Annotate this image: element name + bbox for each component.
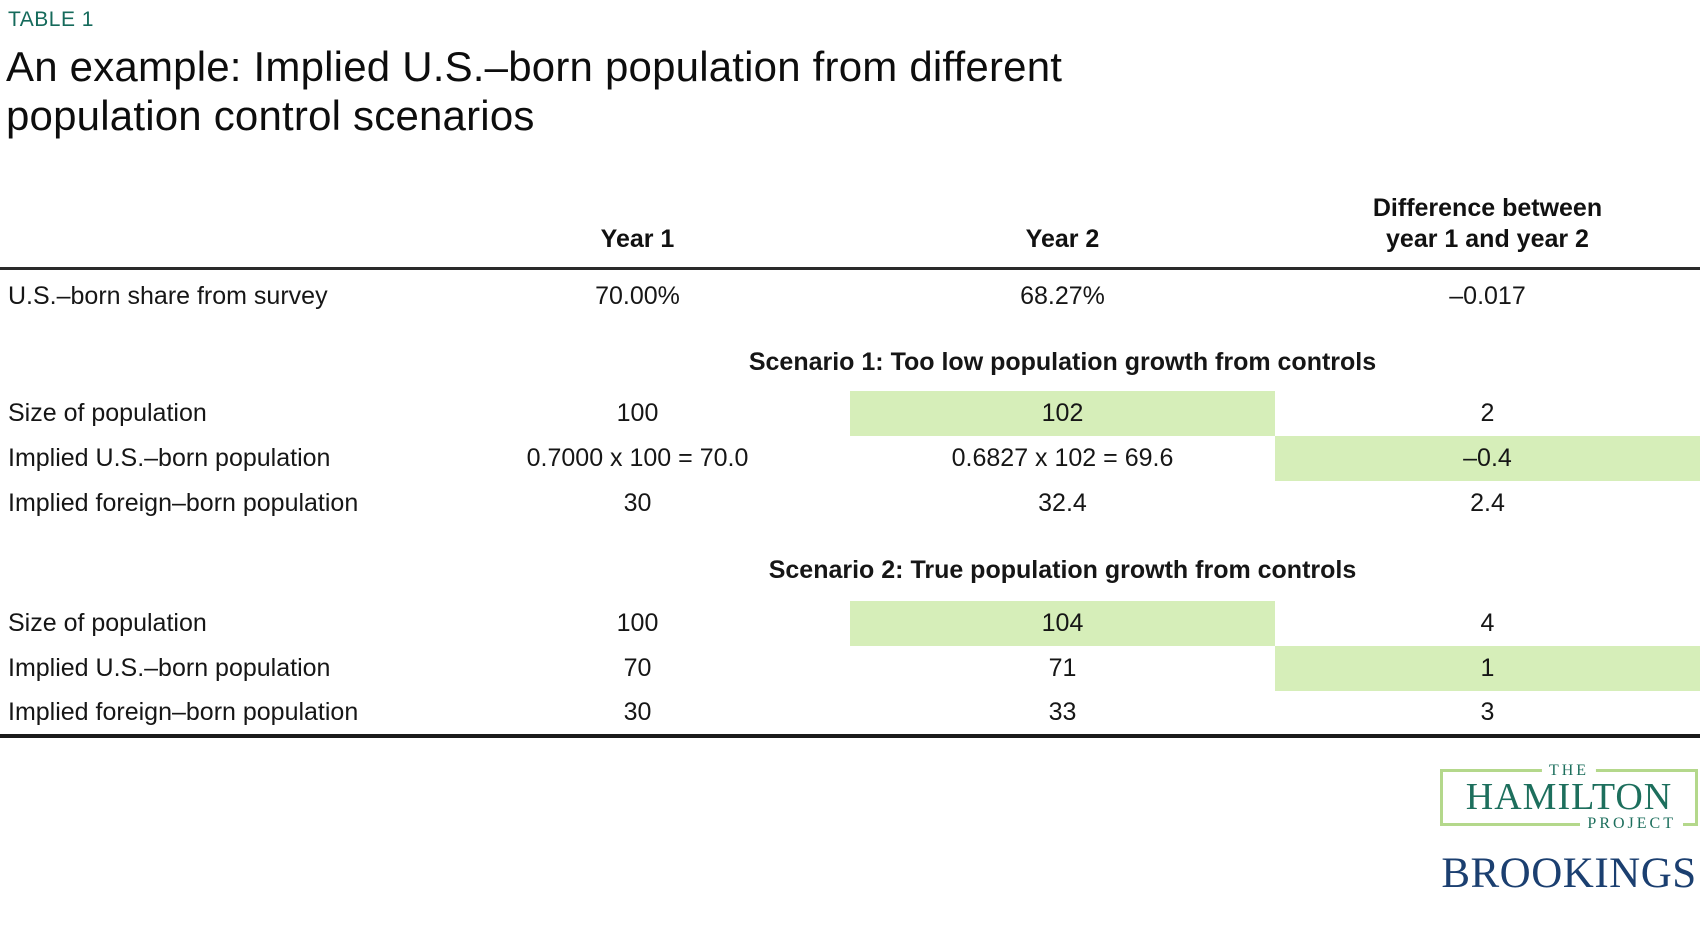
cell-diff: –0.017	[1449, 282, 1526, 311]
header-year2: Year 2	[850, 188, 1275, 270]
row-label: Size of population	[8, 399, 207, 427]
table-row-s1-implied-foreign-born: Implied foreign–born population 30 32.4 …	[0, 481, 1700, 526]
header-empty-cell	[0, 188, 425, 270]
cell-year2: 33	[850, 691, 1275, 738]
scenario1-heading: Scenario 1: Too low population growth fr…	[748, 348, 1377, 376]
page-title-line1: An example: Implied U.S.–born population…	[6, 43, 1063, 90]
row-label: Implied foreign–born population	[8, 489, 359, 517]
row-label: Size of population	[8, 609, 207, 637]
cell-year2-highlighted: 104	[850, 601, 1275, 646]
cell-year1: 70	[623, 654, 652, 682]
table-row-s1-implied-us-born: Implied U.S.–born population 0.7000 x 10…	[0, 436, 1700, 481]
cell-diff: 2.4	[1470, 489, 1505, 517]
brookings-logo: BROOKINGS	[1441, 850, 1697, 897]
cell-year2: 32.4	[1038, 489, 1087, 517]
scenario2-heading: Scenario 2: True population growth from …	[768, 556, 1357, 584]
empty-cell	[0, 526, 425, 601]
header-difference-line1: Difference between	[1372, 193, 1603, 222]
cell-year1: 70.00%	[595, 282, 680, 311]
cell-year1: 100	[616, 399, 659, 427]
hamilton-logo-name: HAMILTON	[1465, 776, 1673, 818]
table-row-s2-implied-foreign-born: Implied foreign–born population 30 33 3	[0, 691, 1700, 738]
cell-year2-highlighted: 102	[850, 391, 1275, 436]
table-row-us-born-share: U.S.–born share from survey 70.00% 68.27…	[0, 268, 1700, 324]
scenario2-heading-row: Scenario 2: True population growth from …	[0, 526, 1700, 601]
page-title-line2: population control scenarios	[6, 92, 535, 139]
cell-year1: 30	[623, 489, 652, 517]
scenario1-heading-row: Scenario 1: Too low population growth fr…	[0, 324, 1700, 391]
hamilton-project-logo: THE HAMILTON PROJECT	[1440, 760, 1698, 834]
row-label: Implied U.S.–born population	[8, 444, 331, 472]
table-row-s2-implied-us-born: Implied U.S.–born population 70 71 1	[0, 646, 1700, 691]
row-label: Implied U.S.–born population	[8, 654, 331, 682]
table-row-s1-size: Size of population 100 102 2	[0, 391, 1700, 436]
cell-year1: 0.7000 x 100 = 70.0	[526, 444, 749, 472]
table-row-s2-size: Size of population 100 104 4	[0, 601, 1700, 646]
cell-year1: 100	[616, 609, 659, 637]
cell-diff-highlighted: 1	[1275, 646, 1700, 691]
cell-year2: 71	[1048, 654, 1077, 682]
row-label: Implied foreign–born population	[0, 691, 425, 738]
cell-diff: 3	[1275, 691, 1700, 738]
header-difference-line2: year 1 and year 2	[1386, 224, 1589, 253]
cell-year2: 0.6827 x 102 = 69.6	[951, 444, 1174, 472]
cell-year1: 30	[425, 691, 850, 738]
page-title: An example: Implied U.S.–born population…	[6, 42, 1062, 140]
table-header-row: Year 1 Year 2 Difference between year 1 …	[0, 188, 1700, 270]
cell-diff: 4	[1480, 609, 1495, 637]
hamilton-logo-project: PROJECT	[1580, 813, 1683, 834]
header-year1: Year 1	[425, 188, 850, 270]
empty-cell	[0, 324, 425, 391]
row-label: U.S.–born share from survey	[8, 282, 328, 311]
cell-year2: 68.27%	[1020, 282, 1105, 311]
hamilton-logo-the: THE	[1541, 760, 1597, 781]
population-scenarios-table: Year 1 Year 2 Difference between year 1 …	[0, 188, 1700, 738]
cell-diff: 2	[1480, 399, 1495, 427]
table-kicker: TABLE 1	[8, 8, 94, 31]
branding-block: THE HAMILTON PROJECT BROOKINGS	[1440, 760, 1698, 897]
cell-diff-highlighted: –0.4	[1275, 436, 1700, 481]
header-difference: Difference between year 1 and year 2	[1275, 188, 1700, 270]
